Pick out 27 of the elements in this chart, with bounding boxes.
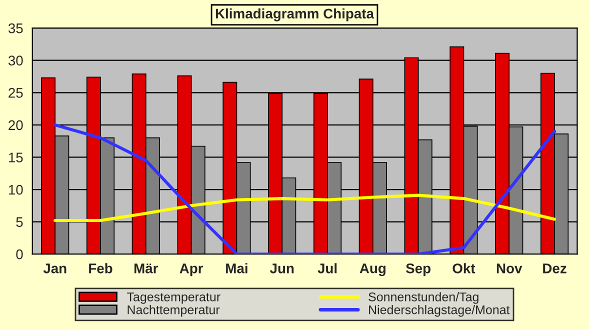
chart-title: Klimadiagramm Chipata [216, 8, 374, 22]
y-tick-label: 5 [16, 217, 23, 227]
x-tick-label: Jan [43, 264, 66, 274]
x-tick-label: Dez [543, 264, 566, 274]
y-tick-label: 35 [8, 23, 23, 34]
x-tick-label: Apr [180, 264, 204, 276]
y-tick-label: 30 [8, 56, 23, 66]
x-tick-label: Sep [406, 263, 430, 276]
x-tick-label: Okt [452, 263, 476, 274]
x-tick-label: Nov [496, 264, 522, 274]
y-tick-label: 15 [8, 152, 23, 162]
legend-label: Niederschlagstage/Monat [369, 305, 510, 317]
y-tick-label: 20 [8, 120, 23, 130]
x-tick-label: Jul [318, 263, 337, 274]
x-tick-label: Aug [360, 264, 386, 276]
x-tick-label: Mär [134, 264, 158, 274]
y-tick-label: 0 [16, 249, 23, 260]
x-tick-label: Jun [270, 264, 294, 274]
y-tick-label: 10 [8, 184, 23, 195]
legend-label: Tagestemperatur [127, 292, 220, 304]
y-tick-label: 25 [8, 88, 23, 98]
line-series [54, 194, 556, 222]
x-tick-label: Mai [226, 263, 248, 274]
line-series [54, 123, 556, 254]
legend-label: Nachttemperatur [128, 305, 220, 317]
x-tick-label: Feb [89, 263, 112, 274]
legend-label: Sonnenstunden/Tag [368, 292, 478, 304]
